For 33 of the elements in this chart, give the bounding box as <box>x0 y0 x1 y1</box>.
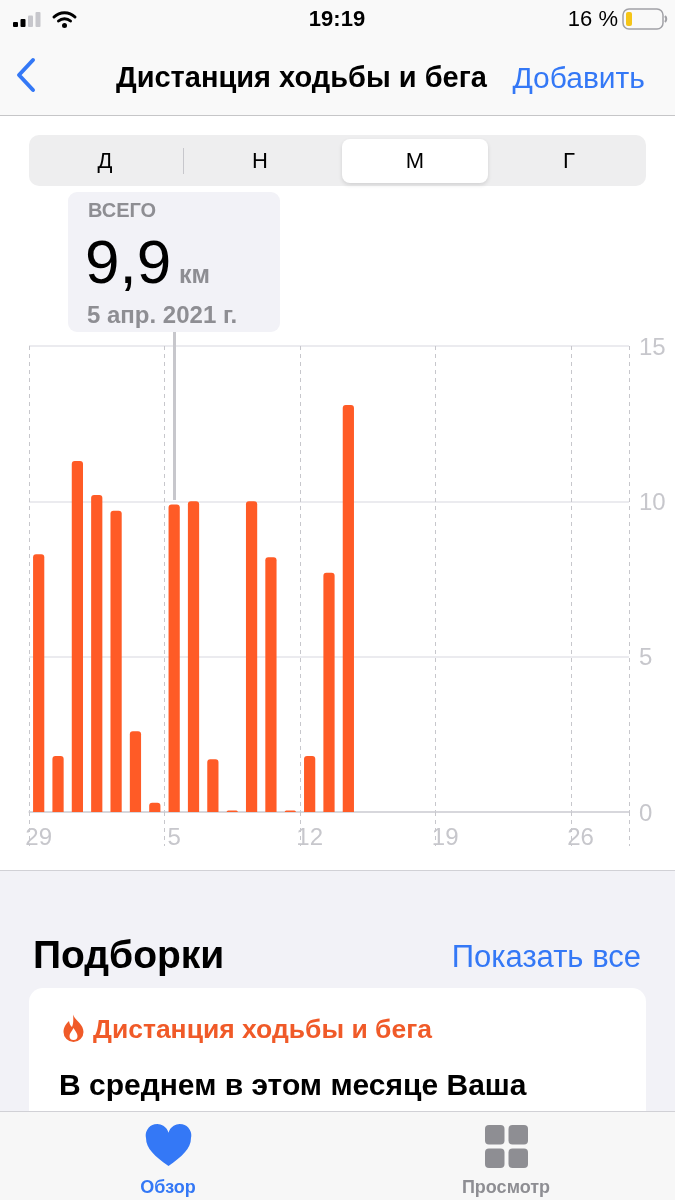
bar <box>129 731 142 812</box>
content-card: Дистанция ходьбы и бега В среднем в этом месяце Ваша <box>29 988 646 1111</box>
chart-title: Дистанция ходьбы и бега <box>116 61 487 95</box>
bar <box>342 405 354 812</box>
bar <box>110 510 122 812</box>
x-tick-label: 19 <box>431 822 459 850</box>
tab-bar: Обзор Просмотр <box>0 1111 675 1200</box>
bar <box>304 756 316 812</box>
bar <box>91 495 103 812</box>
bar <box>52 756 64 812</box>
text: 19:19 <box>308 6 366 32</box>
text: Показать все <box>451 939 641 975</box>
y-tick-label: 5 <box>639 643 653 671</box>
x-tick-label: 5 <box>167 822 181 850</box>
bar <box>187 501 200 812</box>
y-tick-label: 0 <box>639 798 653 826</box>
bar <box>33 554 45 812</box>
x-tick-label: 12 <box>296 822 323 850</box>
callout-box: ВСЕГО 9,9 км 5 апр. 2021 г. <box>68 192 280 332</box>
x-tick-label: 29 <box>25 822 53 850</box>
text: 16 % <box>567 6 618 32</box>
bar <box>323 572 335 812</box>
text: Подборки <box>33 932 225 978</box>
bar <box>71 460 83 812</box>
segmented-control: Д Н М Г <box>29 135 646 186</box>
y-tick-label: 15 <box>639 332 666 360</box>
bar <box>207 759 219 812</box>
bar <box>265 557 277 812</box>
text: Добавить <box>512 60 645 96</box>
bar <box>245 501 258 812</box>
y-tick-label: 10 <box>639 487 666 515</box>
x-tick-label: 26 <box>567 822 594 850</box>
bar <box>168 504 180 812</box>
